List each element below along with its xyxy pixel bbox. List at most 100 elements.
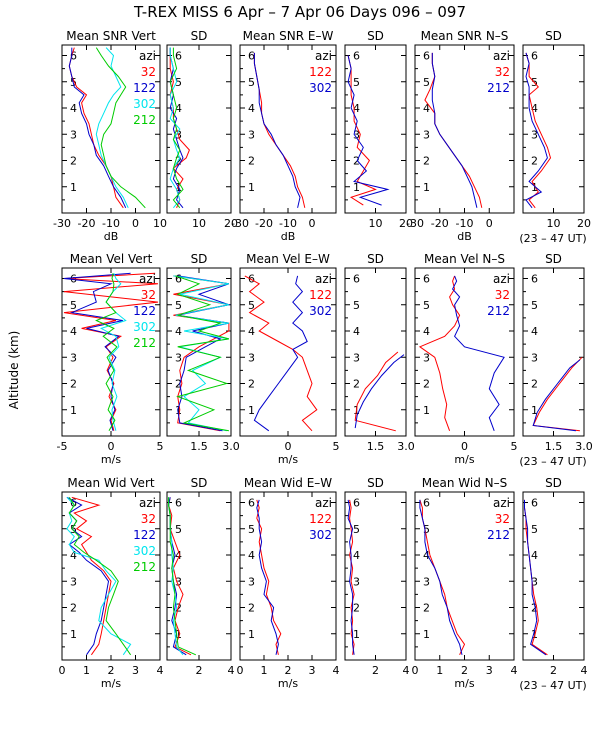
y-tick-label: 4: [423, 325, 430, 338]
y-tick-label: 2: [423, 155, 430, 168]
y-tick-label: 3: [531, 351, 538, 364]
x-tick-label: 4: [228, 664, 235, 677]
y-tick-label: 1: [70, 181, 77, 194]
panel-7: SD 1 2 3 4 5 6 1.5 3.0: [166, 252, 240, 453]
x-tick-label: 1.5: [190, 440, 208, 453]
x-tick-label: 3: [132, 664, 139, 677]
legend-entry-302: 302: [133, 320, 156, 334]
y-tick-label: 4: [531, 549, 538, 562]
x-axis-label: m/s: [101, 453, 121, 466]
y-tick-label: 2: [248, 155, 255, 168]
series-line-212: [68, 497, 132, 656]
y-tick-label: 5: [248, 299, 255, 312]
y-tick-label: 3: [70, 128, 77, 141]
y-tick-label: 6: [531, 50, 538, 63]
legend-title: azi: [139, 496, 156, 510]
series-line-122: [244, 275, 318, 432]
x-tick-label: 20: [224, 217, 238, 230]
x-axis-label: m/s: [278, 677, 298, 690]
y-tick-label: 3: [531, 128, 538, 141]
panel-14: Mean Wid E–W 1 2 3 4 5 6 0 1 2 3 4 m/s azi 122 302: [237, 476, 340, 690]
y-tick-label: 2: [175, 155, 182, 168]
legend-entry-302: 302: [309, 304, 332, 318]
x-tick-label: 10: [192, 217, 206, 230]
y-tick-label: 4: [353, 102, 360, 115]
y-tick-label: 2: [248, 378, 255, 391]
x-tick-label: -10: [279, 217, 297, 230]
series-line-302: [99, 273, 127, 431]
x-tick-label: 5: [157, 440, 164, 453]
y-tick-label: 5: [353, 299, 360, 312]
y-tick-label: 1: [70, 404, 77, 417]
y-tick-label: 6: [175, 273, 182, 286]
y-tick-label: 6: [175, 497, 182, 510]
y-tick-label: 3: [248, 351, 255, 364]
series-line-302: [95, 47, 129, 209]
legend-entry-32: 32: [495, 512, 510, 526]
y-tick-label: 2: [353, 602, 360, 615]
y-tick-label: 5: [248, 523, 255, 536]
y-tick-label: 1: [531, 181, 538, 194]
legend-entry-122: 122: [309, 512, 332, 526]
y-tick-label: 1: [531, 404, 538, 417]
time-notes-group: (23 – 47 UT) (23 – 47 UT) (23 – 47 UT): [519, 232, 586, 692]
panel-frame: [166, 267, 232, 437]
y-tick-label: 6: [423, 497, 430, 510]
panel-2: Mean SNR E–W 1 2 3 4 5 6 -30 -20 -10 0 dB azi 122 302: [231, 29, 337, 243]
x-tick-label: 4: [333, 664, 340, 677]
series-group: [347, 499, 355, 655]
series-group: [354, 351, 405, 432]
x-tick-label: 4: [581, 664, 588, 677]
x-tick-label: 3.0: [575, 440, 593, 453]
y-tick-label: 5: [70, 299, 77, 312]
y-tick-label: 2: [531, 155, 538, 168]
y-tick-label: 2: [70, 155, 77, 168]
x-tick-label: 0: [132, 217, 139, 230]
y-tick-label: 6: [531, 497, 538, 510]
series-line-122: [68, 47, 127, 209]
legend-title: azi: [493, 272, 510, 286]
y-tick-label: 4: [423, 549, 430, 562]
panel-8: Mean Vel E–W 1 2 3 4 5 6 0 5 m/s azi 122 302: [239, 252, 340, 466]
x-tick-label: 2: [550, 664, 557, 677]
y-axis-label: Altitude (km): [7, 331, 21, 410]
y-tick-label: 2: [531, 602, 538, 615]
panel-frame: [344, 491, 407, 661]
panel-frame: [414, 491, 515, 661]
y-tick-label: 5: [353, 76, 360, 89]
y-tick-label: 1: [248, 628, 255, 641]
panel-title: Mean SNR E–W: [243, 29, 334, 43]
panel-frame: [522, 44, 585, 214]
y-tick-label: 4: [423, 102, 430, 115]
series-line-122: [349, 499, 355, 655]
legend-entry-122: 122: [133, 304, 156, 318]
legend-entry-212: 212: [487, 528, 510, 542]
series-group: [63, 272, 159, 432]
y-tick-label: 3: [423, 575, 430, 588]
series-line-212: [431, 52, 478, 208]
legend-title: azi: [493, 49, 510, 63]
x-tick-label: 10: [547, 217, 561, 230]
panel-frame: [239, 44, 337, 214]
y-tick-label: 2: [423, 602, 430, 615]
y-tick-label: 3: [248, 575, 255, 588]
panel-title: Mean Vel E–W: [246, 252, 330, 266]
y-tick-label: 4: [531, 102, 538, 115]
x-tick-label: -10: [456, 217, 474, 230]
series-line-122: [256, 499, 282, 655]
x-tick-label: 0: [309, 217, 316, 230]
y-tick-label: 3: [353, 351, 360, 364]
legend-title: azi: [315, 496, 332, 510]
series-line-32: [68, 47, 124, 209]
x-axis-label: dB: [281, 230, 296, 243]
x-tick-label: 2: [196, 664, 203, 677]
y-tick-label: 4: [248, 102, 255, 115]
series-line-212: [95, 273, 118, 432]
panel-17: SD 1 2 3 4 5 6 2 4: [522, 476, 588, 677]
series-line-212: [95, 47, 146, 209]
legend-entry-212: 212: [487, 81, 510, 95]
panel-title: SD: [191, 29, 208, 43]
